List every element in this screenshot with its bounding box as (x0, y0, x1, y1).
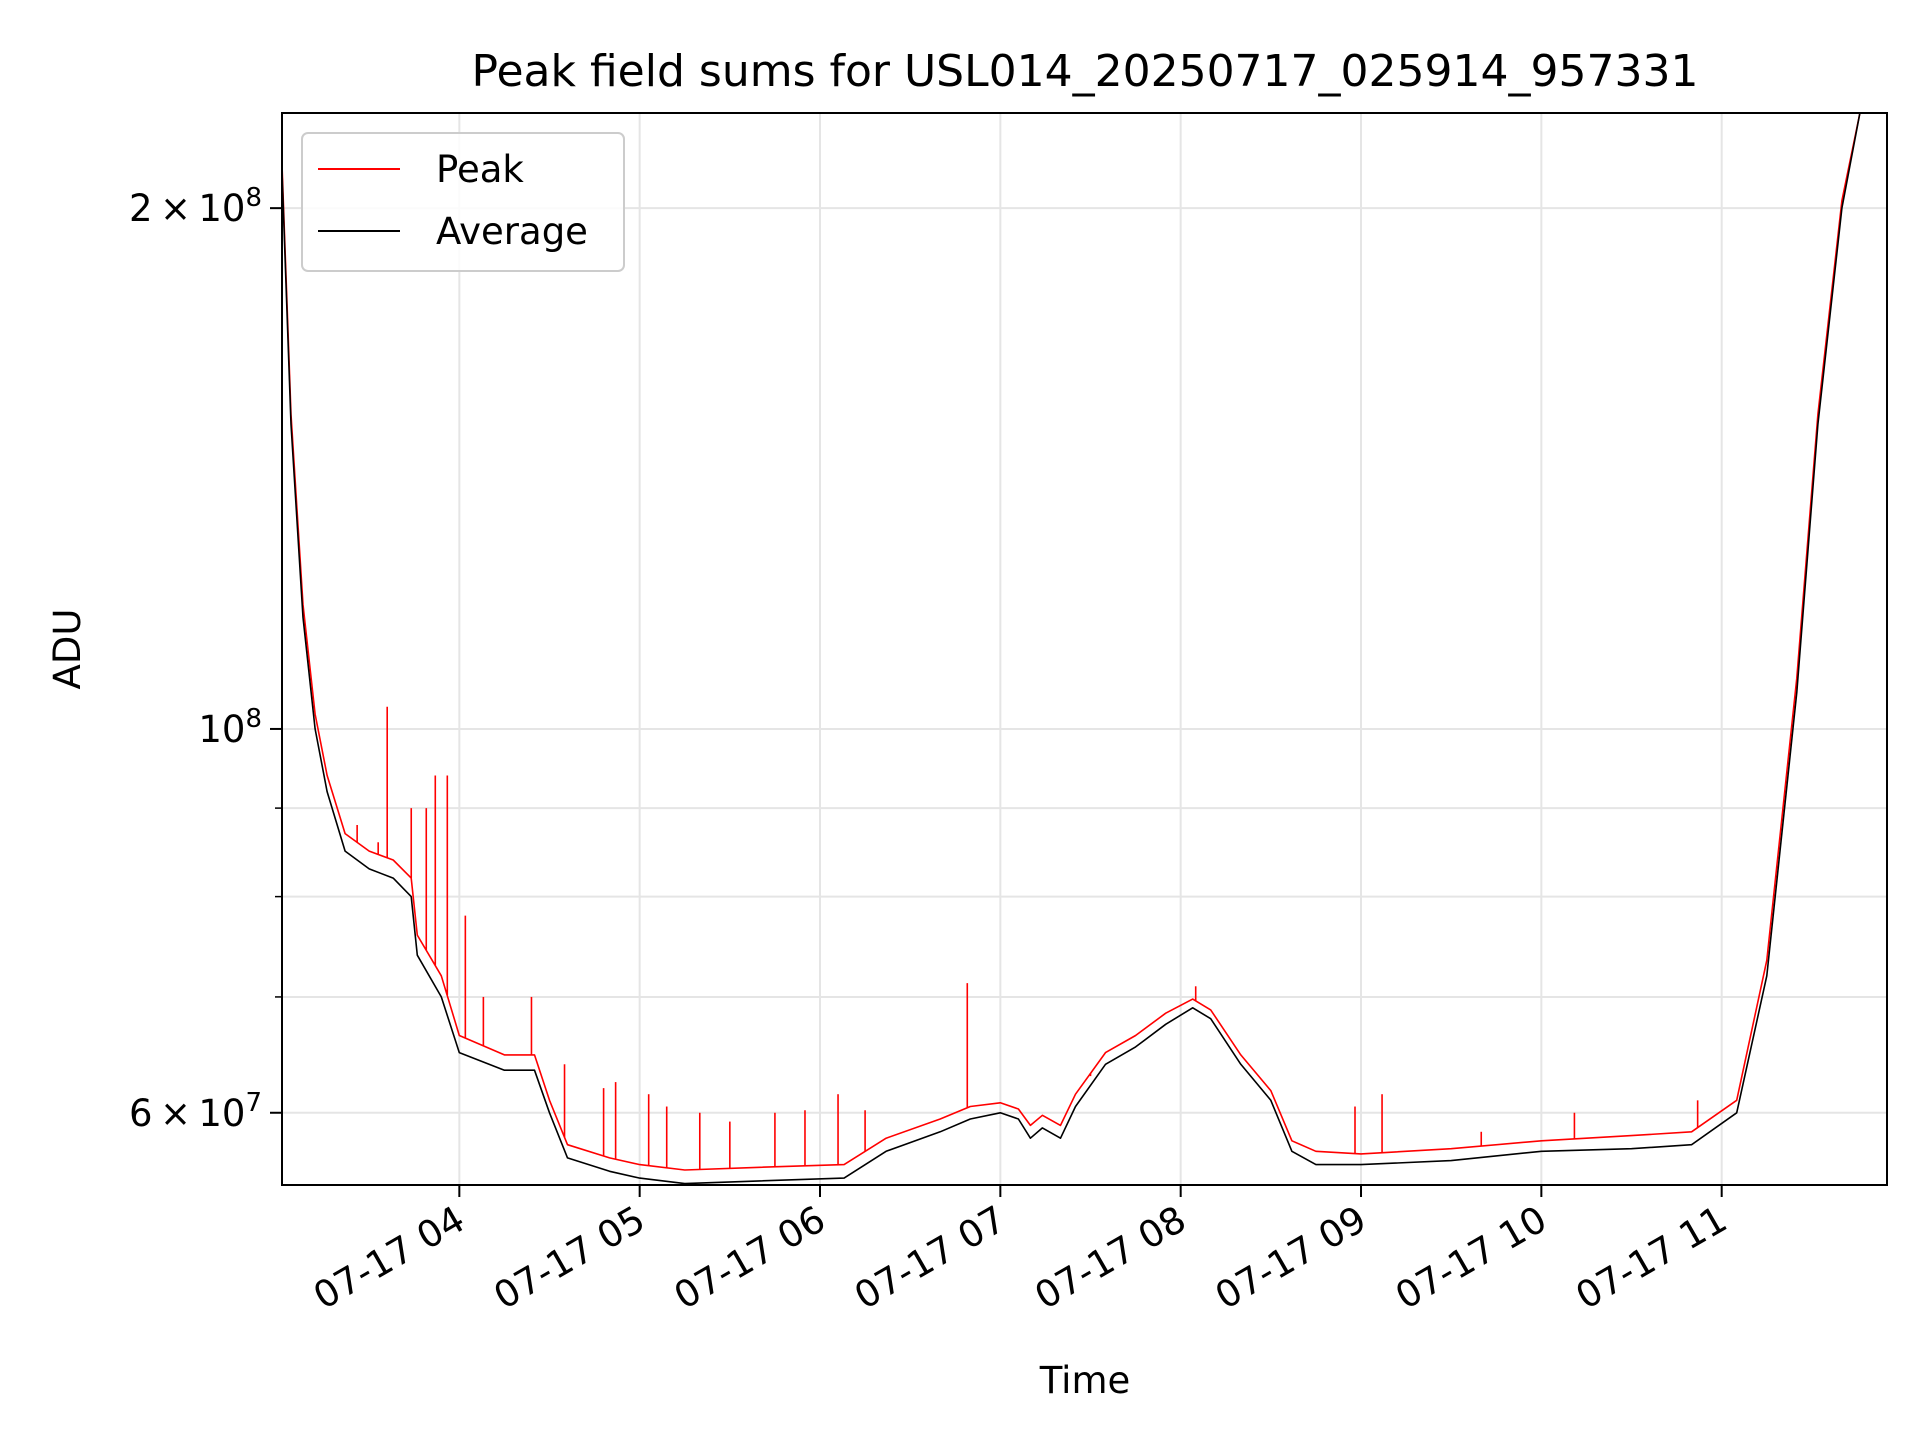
legend-box (301, 132, 625, 272)
plot-frame (281, 112, 1888, 1186)
series-average-line (282, 113, 1887, 1185)
y-tick-label: 6 × 107 (129, 1088, 262, 1135)
series-layer (282, 113, 1887, 1185)
y-tick-label: 2 × 108 (129, 183, 262, 230)
x-axis-label: Time (1039, 1359, 1131, 1402)
y-axis: 6 × 107 108 2 × 108 (129, 183, 282, 1135)
legend-average-label: Average (436, 210, 588, 253)
chart-title: Peak field sums for USL014_20250717_0259… (472, 46, 1699, 97)
legend-peak-label: Peak (436, 148, 524, 191)
y-axis-label: ADU (46, 609, 89, 690)
y-tick-label: 108 (198, 704, 262, 751)
series-peak-line (282, 113, 1887, 1171)
series-group (282, 113, 1887, 1185)
legend: Peak Average (301, 132, 625, 272)
